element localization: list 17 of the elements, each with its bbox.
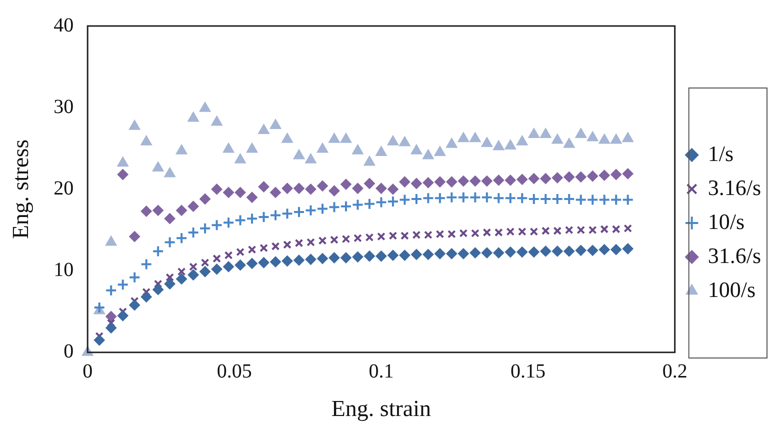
y-tick-label: 10: [54, 259, 74, 282]
x-tick-label: 0.2: [662, 360, 688, 383]
x-tick-label: 0: [82, 360, 93, 383]
x-tick-label: 0.1: [368, 360, 394, 383]
y-tick-label: 20: [54, 177, 74, 200]
legend-label: 100/s: [708, 276, 756, 302]
y-tick-label: 30: [54, 96, 74, 118]
legend-label: 31.6/s: [708, 242, 762, 268]
legend-label: 3.16/s: [708, 174, 762, 200]
y-tick-label: 40: [54, 14, 74, 36]
y-tick-label: 0: [64, 340, 74, 363]
legend-label: 1/s: [708, 140, 734, 166]
legend-label: 10/s: [708, 208, 745, 234]
x-axis-title: Eng. strain: [331, 396, 432, 422]
x-tick-label: 0.05: [216, 360, 252, 383]
y-axis-title: Eng. stress: [8, 139, 33, 240]
x-tick-label: 0.15: [510, 360, 546, 383]
